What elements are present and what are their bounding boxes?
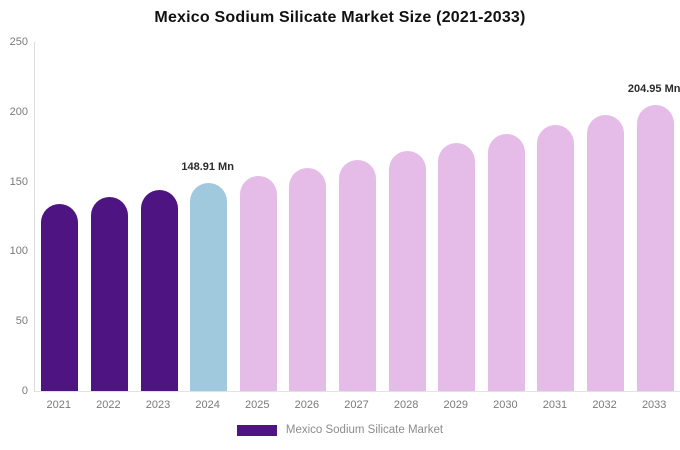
x-tick-label-2021: 2021 — [46, 399, 72, 411]
bar-2023[interactable] — [140, 190, 178, 391]
legend-item[interactable]: Mexico Sodium Silicate Market — [0, 424, 680, 436]
x-tick-label-2026: 2026 — [294, 399, 320, 411]
y-tick-label-50: 50 — [15, 315, 28, 328]
bar-2030[interactable] — [487, 133, 525, 391]
bar-2027[interactable] — [339, 159, 376, 391]
bar-2028[interactable] — [388, 151, 426, 391]
bar-2024[interactable] — [190, 183, 228, 391]
bar-2021[interactable] — [41, 204, 79, 391]
x-tick-label-2029: 2029 — [443, 399, 468, 411]
x-tick-label-2031: 2031 — [542, 399, 568, 411]
bar-2032[interactable] — [587, 114, 625, 391]
bar-2031[interactable] — [537, 124, 575, 391]
x-tick-label-2024: 2024 — [195, 399, 220, 411]
x-tick-label-2028: 2028 — [393, 399, 419, 411]
y-tick-label-150: 150 — [9, 175, 28, 188]
x-tick-label-2030: 2030 — [493, 399, 518, 411]
legend-label: Mexico Sodium Silicate Market — [285, 424, 444, 436]
x-tick-label-2022: 2022 — [96, 399, 121, 411]
x-tick-label-2027: 2027 — [344, 399, 369, 411]
x-tick-label-2033: 2033 — [641, 399, 667, 411]
bar-annotation-2024: 148.91 Mn — [181, 161, 234, 174]
x-tick-label-2025: 2025 — [245, 399, 270, 411]
bar-annotation-2033: 204.95 Mn — [627, 82, 680, 95]
bar-2025[interactable] — [239, 175, 277, 391]
bar-2022[interactable] — [90, 197, 128, 391]
y-tick-label-200: 200 — [9, 105, 28, 118]
legend-swatch — [236, 424, 277, 436]
x-tick-label-2023: 2023 — [145, 399, 171, 411]
y-tick-label-0: 0 — [21, 385, 28, 397]
y-tick-label-250: 250 — [9, 36, 28, 48]
plot-area — [34, 42, 680, 392]
chart-title: Mexico Sodium Silicate Market Size (2021… — [154, 9, 526, 26]
y-tick-label-100: 100 — [9, 245, 28, 258]
x-tick-label-2032: 2032 — [592, 399, 617, 411]
bar-2026[interactable] — [289, 167, 327, 391]
bar-2033[interactable] — [636, 104, 674, 391]
bar-2029[interactable] — [438, 142, 476, 391]
